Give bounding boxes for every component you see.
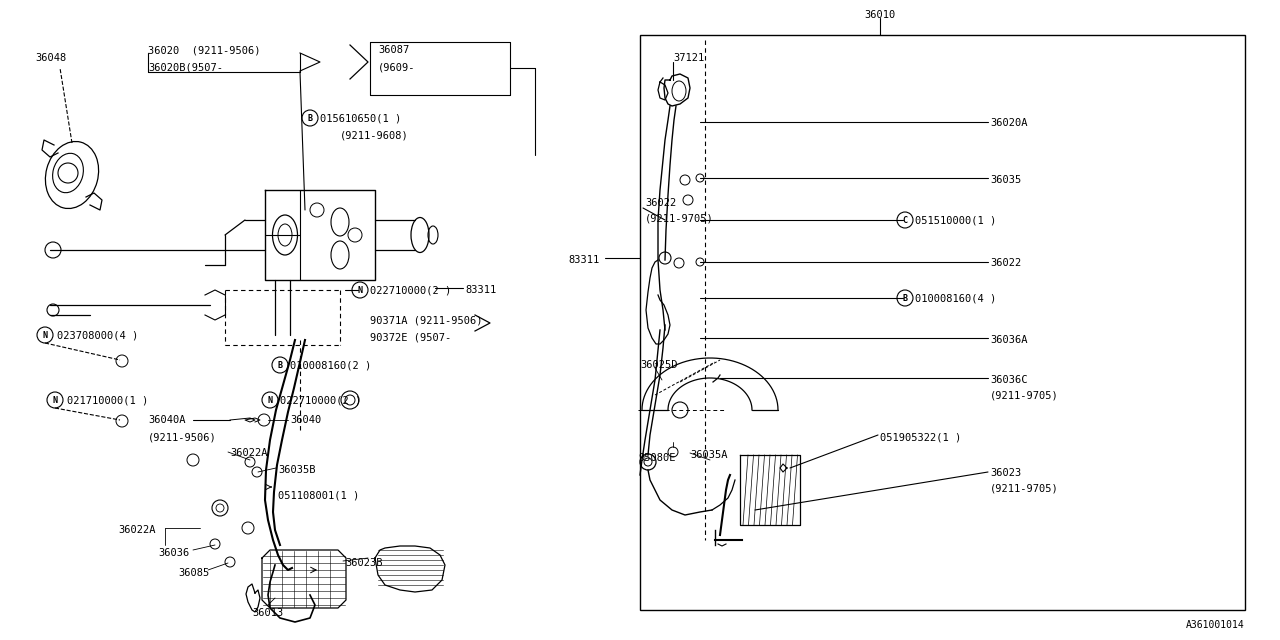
Text: 010008160(4 ): 010008160(4 ) xyxy=(915,293,996,303)
Text: 36087: 36087 xyxy=(378,45,410,55)
Text: 36020  (9211-9506): 36020 (9211-9506) xyxy=(148,45,261,55)
Text: 023708000(4 ): 023708000(4 ) xyxy=(58,330,138,340)
Circle shape xyxy=(262,392,278,408)
Bar xyxy=(640,35,1245,610)
Text: B: B xyxy=(307,114,312,123)
Circle shape xyxy=(273,357,288,373)
Text: 36035B: 36035B xyxy=(278,465,315,475)
Text: 022710000(2 ): 022710000(2 ) xyxy=(370,285,452,295)
Text: 36025D: 36025D xyxy=(640,360,677,370)
Text: 015610650(1 ): 015610650(1 ) xyxy=(320,113,401,123)
Text: B: B xyxy=(278,361,283,370)
Text: 83311: 83311 xyxy=(568,255,599,265)
Text: N: N xyxy=(52,396,58,405)
Text: 36040A: 36040A xyxy=(148,415,186,425)
Text: 36036C: 36036C xyxy=(989,375,1028,385)
Text: (9211-9705): (9211-9705) xyxy=(989,390,1059,400)
Text: 95080E: 95080E xyxy=(637,453,676,463)
Text: 36013: 36013 xyxy=(252,608,284,618)
Text: 36036A: 36036A xyxy=(989,335,1028,345)
Text: (9211-9705): (9211-9705) xyxy=(645,213,714,223)
Circle shape xyxy=(897,290,913,306)
Text: 051510000(1 ): 051510000(1 ) xyxy=(915,215,996,225)
Text: 90372E (9507-: 90372E (9507- xyxy=(370,332,452,342)
Circle shape xyxy=(302,110,317,126)
Text: 36035A: 36035A xyxy=(690,450,727,460)
Text: 36022A: 36022A xyxy=(118,525,155,535)
Text: (9211-9705): (9211-9705) xyxy=(989,483,1059,493)
Text: 36040: 36040 xyxy=(291,415,321,425)
Text: 36010: 36010 xyxy=(864,10,896,20)
Text: (9609-: (9609- xyxy=(378,62,416,72)
Circle shape xyxy=(897,212,913,228)
Text: 36020A: 36020A xyxy=(989,118,1028,128)
Text: 051905322(1 ): 051905322(1 ) xyxy=(881,432,961,442)
Circle shape xyxy=(352,282,369,298)
Text: (9211-9608): (9211-9608) xyxy=(340,130,408,140)
Text: 36085: 36085 xyxy=(178,568,209,578)
Text: A361001014: A361001014 xyxy=(1187,620,1245,630)
Text: 36022: 36022 xyxy=(989,258,1021,268)
Text: 36048: 36048 xyxy=(35,53,67,63)
Text: N: N xyxy=(357,286,362,295)
Text: B: B xyxy=(902,294,908,303)
Text: N: N xyxy=(268,396,273,405)
Text: 83311: 83311 xyxy=(465,285,497,295)
Text: (9211-9506): (9211-9506) xyxy=(148,432,216,442)
Text: 36023B: 36023B xyxy=(346,558,383,568)
Text: 37121: 37121 xyxy=(673,53,704,63)
Text: 010008160(2 ): 010008160(2 ) xyxy=(291,360,371,370)
Circle shape xyxy=(47,392,63,408)
Circle shape xyxy=(37,327,52,343)
Text: C: C xyxy=(902,216,908,225)
Text: 022710000(2 ): 022710000(2 ) xyxy=(280,395,361,405)
Text: 021710000(1 ): 021710000(1 ) xyxy=(67,395,148,405)
Text: 36022: 36022 xyxy=(645,198,676,208)
Text: 90371A (9211-9506): 90371A (9211-9506) xyxy=(370,315,483,325)
Text: N: N xyxy=(42,331,47,340)
Text: 36036: 36036 xyxy=(157,548,189,558)
Text: 36023: 36023 xyxy=(989,468,1021,478)
Text: 36035: 36035 xyxy=(989,175,1021,185)
Text: 36020B(9507-: 36020B(9507- xyxy=(148,62,223,72)
Text: 36022A: 36022A xyxy=(230,448,268,458)
Text: 051108001(1 ): 051108001(1 ) xyxy=(278,490,360,500)
